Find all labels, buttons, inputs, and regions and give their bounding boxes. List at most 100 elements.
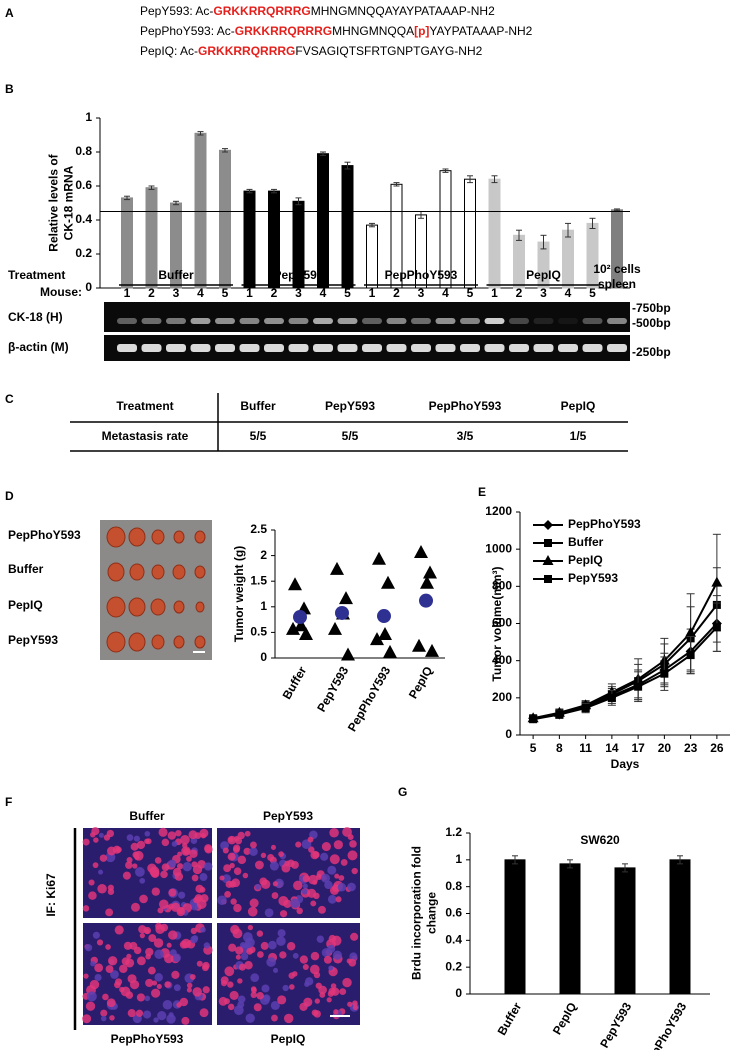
if-label: PepPhoY593	[111, 1032, 184, 1046]
tumor	[172, 564, 186, 580]
y-tick-label: 1.5	[250, 573, 267, 587]
bar	[669, 859, 691, 995]
nucleus	[324, 880, 333, 890]
series-line	[532, 582, 718, 720]
nucleus	[98, 869, 104, 875]
data-point	[341, 647, 355, 661]
nucleus	[256, 992, 264, 1000]
nucleus	[323, 955, 332, 964]
tumor	[151, 529, 165, 545]
mouse-number: 1	[369, 286, 376, 300]
gel-band	[582, 344, 603, 352]
nucleus	[168, 1012, 174, 1018]
nucleus	[295, 841, 302, 848]
panel-label: D	[5, 489, 14, 503]
gel-row-label: Mouse:	[40, 285, 82, 299]
nucleus	[166, 942, 172, 948]
gel-band	[141, 344, 162, 352]
nucleus	[86, 991, 97, 1002]
nucleus	[340, 858, 348, 866]
nucleus	[260, 852, 267, 859]
nucleus	[232, 846, 240, 854]
y-tick-label: 0.8	[75, 144, 92, 158]
panel-label: F	[5, 795, 12, 809]
tumor	[128, 527, 146, 547]
nucleus	[82, 838, 90, 846]
gel-band	[166, 318, 186, 324]
nucleus	[142, 1010, 152, 1019]
gel-band	[166, 344, 186, 352]
mouse-number: 4	[197, 286, 204, 300]
nucleus	[257, 951, 264, 958]
nucleus	[121, 957, 130, 966]
gel-band	[117, 344, 137, 352]
data-point	[412, 638, 426, 652]
bar	[614, 867, 636, 995]
nucleus	[289, 984, 295, 990]
x-tick-label: 11	[579, 741, 592, 755]
data-point	[286, 621, 300, 635]
nucleus	[166, 1014, 176, 1024]
spleen-label: spleen	[598, 277, 636, 291]
nucleus	[157, 1010, 167, 1021]
tumor	[150, 598, 166, 616]
tumor	[106, 596, 126, 618]
y-axis-label: change	[425, 892, 439, 934]
bar	[243, 190, 256, 289]
nucleus	[139, 932, 145, 939]
data-point	[414, 545, 428, 559]
nucleus	[219, 875, 225, 881]
bar	[464, 178, 476, 289]
nucleus	[200, 833, 207, 839]
y-axis-label: Relative levels of	[47, 153, 61, 251]
sequence-segment: YAYPATAAAP-NH2	[429, 24, 532, 38]
series-line	[532, 626, 718, 721]
nucleus	[284, 860, 291, 867]
y-tick-label: 0.8	[445, 879, 462, 893]
nucleus	[139, 894, 148, 904]
gel-band	[558, 318, 578, 324]
nucleus	[268, 940, 277, 950]
nucleus	[240, 952, 249, 961]
tumor	[173, 530, 185, 544]
nucleus	[120, 986, 131, 997]
data-point	[634, 682, 643, 691]
nucleus	[320, 852, 329, 861]
nucleus	[233, 903, 242, 913]
data-point	[711, 576, 723, 587]
nucleus	[333, 1009, 339, 1015]
gel-band	[607, 318, 627, 324]
nucleus	[299, 955, 309, 964]
table-header: PepIQ	[561, 399, 596, 413]
nucleus	[309, 964, 320, 975]
gel-image	[480, 335, 630, 361]
legend-label: Buffer	[568, 535, 604, 549]
data-point	[330, 561, 344, 575]
nucleus	[352, 1004, 359, 1011]
if-label: PepY593	[263, 809, 313, 823]
nucleus	[260, 879, 271, 889]
y-axis-label: Tumor weight (g)	[232, 546, 246, 642]
nucleus	[249, 898, 259, 908]
tumor	[128, 632, 146, 652]
nucleus	[107, 884, 114, 891]
nucleus	[92, 862, 99, 869]
nucleus	[223, 864, 232, 873]
gel-band	[264, 318, 284, 324]
nucleus	[126, 953, 132, 959]
nucleus	[315, 982, 322, 989]
nucleus	[270, 844, 276, 850]
nucleus	[327, 894, 337, 904]
gel-band	[460, 318, 480, 324]
mouse-number: 3	[418, 286, 425, 300]
legend-marker	[544, 575, 552, 583]
nucleus	[191, 874, 199, 882]
gel-band	[435, 318, 456, 324]
gel-band	[362, 344, 382, 352]
nucleus	[164, 981, 171, 988]
bar	[562, 229, 574, 289]
tumor	[194, 635, 206, 649]
gel-band	[215, 344, 235, 352]
x-tick-label: PepIQ	[550, 1000, 579, 1037]
nucleus	[129, 941, 138, 950]
